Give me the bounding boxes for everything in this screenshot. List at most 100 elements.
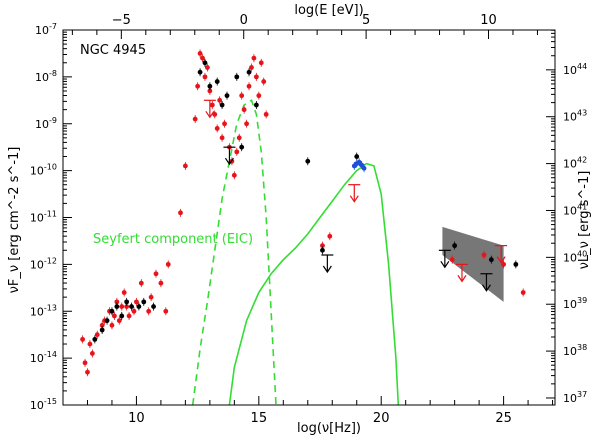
data-point bbox=[253, 102, 259, 108]
upper-limit-arrowhead bbox=[205, 110, 215, 119]
data-point bbox=[481, 252, 487, 258]
upper-limit-arrowhead bbox=[481, 284, 491, 292]
data-point bbox=[249, 65, 254, 70]
y-tick-label: 10-7 bbox=[35, 22, 57, 37]
data-point bbox=[112, 313, 117, 319]
data-point bbox=[520, 290, 526, 295]
y-tick-label: 10-15 bbox=[30, 397, 57, 412]
data-point bbox=[263, 111, 269, 117]
data-point bbox=[94, 332, 100, 338]
gamma-ray-bowtie bbox=[442, 226, 504, 302]
data-point bbox=[449, 257, 455, 263]
data-point bbox=[320, 243, 325, 249]
data-point bbox=[219, 135, 225, 141]
data-point bbox=[214, 126, 220, 131]
data-point bbox=[253, 74, 259, 80]
top-axis-title: log(E [eV]) bbox=[294, 3, 363, 18]
data-point bbox=[361, 165, 367, 171]
upper-limit-arrowhead bbox=[457, 275, 467, 283]
top-tick-label: 0 bbox=[240, 13, 248, 28]
y-tick-label: 10-11 bbox=[30, 210, 57, 225]
y-tick-label: 10-13 bbox=[30, 303, 57, 318]
top-tick-label: 10 bbox=[480, 13, 497, 28]
data-point bbox=[197, 51, 203, 56]
upper-limit-arrowhead bbox=[496, 256, 506, 264]
data-point bbox=[202, 74, 208, 80]
data-point bbox=[219, 102, 225, 108]
data-point bbox=[148, 294, 154, 300]
data-point bbox=[205, 65, 210, 70]
data-point bbox=[246, 83, 252, 89]
seyfert-model-curve bbox=[228, 162, 400, 406]
data-point bbox=[244, 121, 249, 127]
data-point bbox=[134, 299, 139, 305]
data-point bbox=[153, 271, 159, 277]
data-point bbox=[99, 322, 105, 328]
data-point bbox=[236, 135, 242, 141]
x-tick-label: 25 bbox=[495, 411, 512, 426]
y-tick-label: 10-14 bbox=[30, 350, 57, 365]
data-point bbox=[124, 304, 130, 309]
data-point bbox=[182, 163, 188, 169]
data-point bbox=[209, 102, 215, 108]
y-right-tick-label: 1037 bbox=[563, 390, 587, 405]
data-point bbox=[89, 351, 95, 356]
x-tick-label: 20 bbox=[373, 411, 390, 426]
y-right-tick-label: 1039 bbox=[563, 296, 587, 311]
data-point bbox=[488, 257, 494, 263]
upper-limit-arrowhead bbox=[224, 157, 234, 166]
y-axis-left-title: νF_ν [erg cm^-2 s^-1] bbox=[7, 147, 22, 294]
data-point bbox=[452, 243, 458, 249]
y-axis-right-title: νL_ν [erg s^-1] bbox=[577, 171, 592, 270]
data-point bbox=[192, 116, 198, 122]
y-right-tick-label: 1038 bbox=[563, 343, 587, 358]
y-tick-label: 10-9 bbox=[35, 116, 57, 131]
data-point bbox=[239, 93, 245, 99]
data-point bbox=[224, 93, 230, 99]
data-point bbox=[136, 304, 142, 309]
data-point bbox=[217, 97, 223, 103]
data-point bbox=[234, 149, 240, 155]
data-point bbox=[320, 247, 325, 253]
data-point bbox=[87, 341, 93, 347]
data-point bbox=[158, 280, 164, 286]
data-point bbox=[141, 299, 147, 305]
x-tick-label: 15 bbox=[251, 411, 268, 426]
data-point bbox=[131, 308, 137, 314]
data-point bbox=[151, 304, 156, 309]
data-point bbox=[85, 369, 90, 375]
data-point bbox=[513, 261, 519, 267]
x-axis-title: log(ν[Hz]) bbox=[297, 421, 361, 436]
data-point bbox=[207, 83, 213, 89]
upper-limit-arrowhead bbox=[322, 265, 332, 274]
data-point bbox=[119, 313, 125, 319]
data-point bbox=[114, 299, 120, 305]
data-point bbox=[126, 313, 132, 319]
y-right-tick-label: 1044 bbox=[563, 62, 587, 77]
data-point bbox=[80, 336, 85, 342]
y-tick-label: 10-8 bbox=[35, 69, 57, 84]
data-point bbox=[92, 336, 98, 342]
data-point bbox=[239, 144, 245, 150]
data-point bbox=[116, 318, 122, 324]
data-point bbox=[222, 121, 227, 127]
data-point bbox=[359, 162, 365, 168]
data-point bbox=[501, 261, 506, 267]
data-point bbox=[109, 308, 115, 314]
seyfert-component-label: Seyfert component (EIC) bbox=[93, 232, 253, 247]
y-right-tick-label: 1042 bbox=[563, 156, 587, 171]
data-point bbox=[146, 308, 152, 314]
dashed-model-curve bbox=[191, 99, 277, 406]
data-point bbox=[261, 79, 267, 84]
data-point bbox=[109, 322, 115, 328]
data-point bbox=[114, 304, 120, 309]
plot-frame bbox=[62, 29, 556, 406]
data-point bbox=[200, 55, 205, 61]
data-point bbox=[124, 299, 130, 305]
data-point bbox=[121, 290, 127, 295]
data-point bbox=[119, 304, 125, 309]
data-point bbox=[214, 79, 220, 84]
data-point bbox=[231, 172, 237, 178]
data-point bbox=[256, 93, 262, 99]
data-point bbox=[354, 154, 360, 159]
